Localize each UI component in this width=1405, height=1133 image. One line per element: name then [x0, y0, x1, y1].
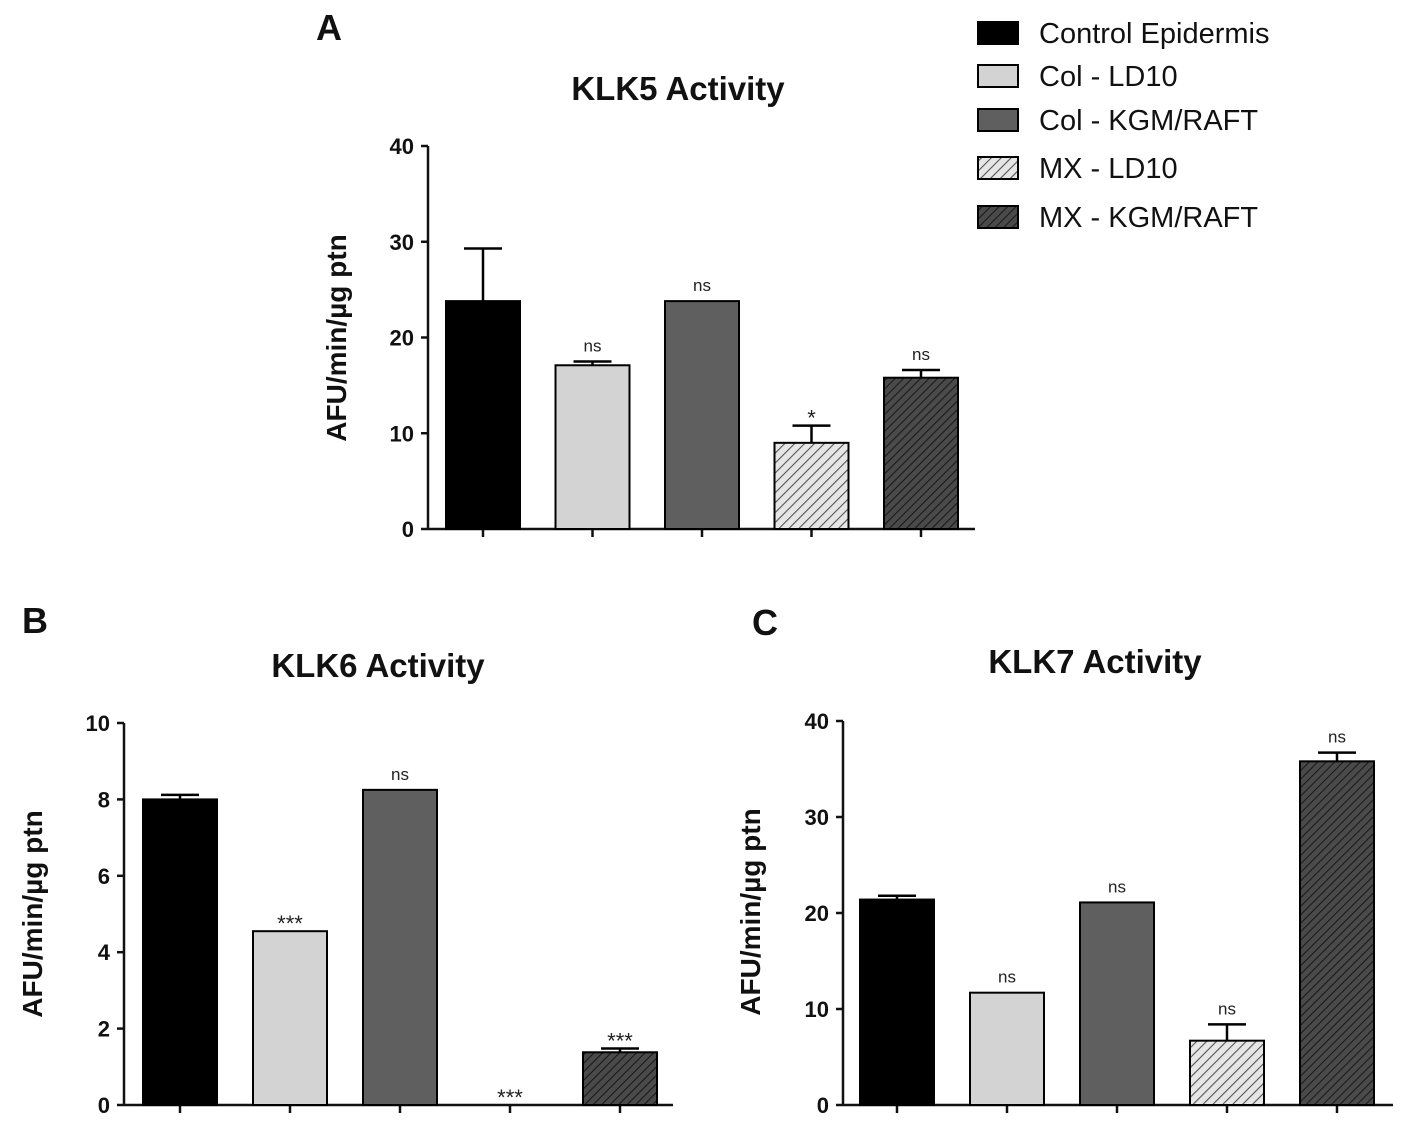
chart-title: KLK7 Activity [988, 643, 1202, 680]
y-tick-label: 20 [805, 901, 829, 926]
significance-label: ns [693, 276, 711, 295]
y-tick-label: 4 [98, 940, 111, 965]
legend-label: Col - LD10 [1039, 61, 1178, 93]
chart-klk5: KLK5 Activity AFU/min/µg ptn 0 10 20 30 40 ns ns… [321, 70, 975, 542]
significance-label: * [807, 406, 816, 431]
bar [1079, 901, 1155, 1106]
bar [859, 898, 935, 1106]
legend: Control Epidermis Col - LD10 Col - KGM/RAF… [977, 18, 1269, 234]
chart-klk7: KLK7 Activity AFU/min/µg ptn 0 10 20 30 40 ns ns… [735, 643, 1393, 1118]
chart-title: KLK6 Activity [271, 647, 485, 684]
legend-swatch [977, 108, 1019, 132]
y-tick-label: 0 [817, 1093, 829, 1118]
y-axis-label: AFU/min/µg ptn [735, 808, 766, 1015]
y-tick-label: 0 [98, 1093, 110, 1118]
legend-label: MX - KGM/RAFT [1039, 202, 1258, 234]
bar [582, 1051, 658, 1107]
y-tick-label: 10 [805, 997, 829, 1022]
y-tick-label: 0 [402, 517, 414, 542]
panel-letter-c: C [752, 602, 778, 643]
y-tick-label: 10 [86, 711, 110, 736]
legend-swatch [977, 64, 1019, 88]
y-axis-label: AFU/min/µg ptn [17, 810, 48, 1017]
significance-label: ns [1108, 877, 1126, 896]
legend-swatch [977, 156, 1019, 180]
chart-title: KLK5 Activity [571, 70, 785, 107]
y-tick-label: 30 [390, 230, 414, 255]
bar [773, 441, 850, 531]
bar [445, 300, 521, 530]
legend-label: Control Epidermis [1039, 18, 1269, 50]
significance-label: *** [497, 1085, 523, 1110]
significance-label: ns [912, 345, 930, 364]
legend-swatch [977, 205, 1019, 229]
y-tick-label: 10 [390, 421, 414, 446]
panel-letter-a: A [316, 7, 342, 48]
bar [142, 798, 218, 1107]
y-tick-label: 20 [390, 326, 414, 351]
y-tick-label: 40 [805, 709, 829, 734]
bar [1299, 760, 1375, 1106]
significance-label: ns [1218, 999, 1236, 1018]
bar [883, 376, 959, 530]
y-tick-label: 30 [805, 805, 829, 830]
panel-letter-b: B [22, 600, 48, 641]
y-tick-label: 40 [390, 134, 414, 159]
legend-label: Col - KGM/RAFT [1039, 105, 1258, 137]
bar [252, 930, 328, 1106]
significance-label: ns [998, 968, 1016, 987]
bar [664, 300, 740, 530]
y-tick-label: 6 [98, 864, 110, 889]
legend-swatch [977, 21, 1019, 45]
y-tick-label: 2 [98, 1017, 110, 1042]
significance-label: *** [277, 911, 303, 936]
significance-label: ns [584, 336, 602, 355]
bar [1189, 1039, 1265, 1107]
bar [554, 364, 631, 530]
chart-klk6: KLK6 Activity AFU/min/µg ptn 0 2 4 6 8 10 *** ns *… [17, 647, 673, 1118]
bar [969, 991, 1045, 1106]
legend-label: MX - LD10 [1039, 153, 1178, 185]
significance-label: ns [391, 765, 409, 784]
y-axis-label: AFU/min/µg ptn [321, 234, 352, 441]
bar [362, 788, 438, 1106]
significance-label: ns [1328, 728, 1346, 747]
significance-label: *** [607, 1028, 633, 1053]
y-tick-label: 8 [98, 787, 110, 812]
